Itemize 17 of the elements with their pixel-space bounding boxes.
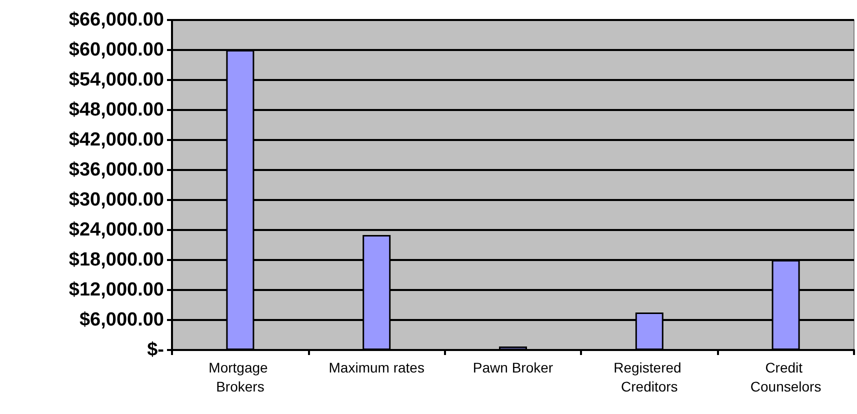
y-tick-label: $30,000.00 xyxy=(68,190,164,210)
y-tick-label: $66,000.00 xyxy=(68,10,164,30)
x-tick-label: Registered Creditors xyxy=(614,360,686,394)
y-tick-label: $60,000.00 xyxy=(68,40,164,60)
y-tick-label: $48,000.00 xyxy=(68,100,164,120)
x-tick-label: Credit Counselors xyxy=(750,360,822,394)
y-tick-label: $36,000.00 xyxy=(68,160,164,180)
x-tick-label: Mortgage Brokers xyxy=(208,360,272,394)
y-tick-label: $12,000.00 xyxy=(68,280,164,300)
x-tick-label: Maximum rates xyxy=(328,360,424,376)
y-tick-label: $24,000.00 xyxy=(68,220,164,240)
y-tick-label: $- xyxy=(147,340,164,360)
y-tick-label: $18,000.00 xyxy=(68,250,164,270)
x-tick-label: Pawn Broker xyxy=(472,360,554,376)
y-tick-label: $6,000.00 xyxy=(79,310,164,330)
y-tick-label: $54,000.00 xyxy=(68,70,164,90)
y-tick-label: $42,000.00 xyxy=(68,130,164,150)
